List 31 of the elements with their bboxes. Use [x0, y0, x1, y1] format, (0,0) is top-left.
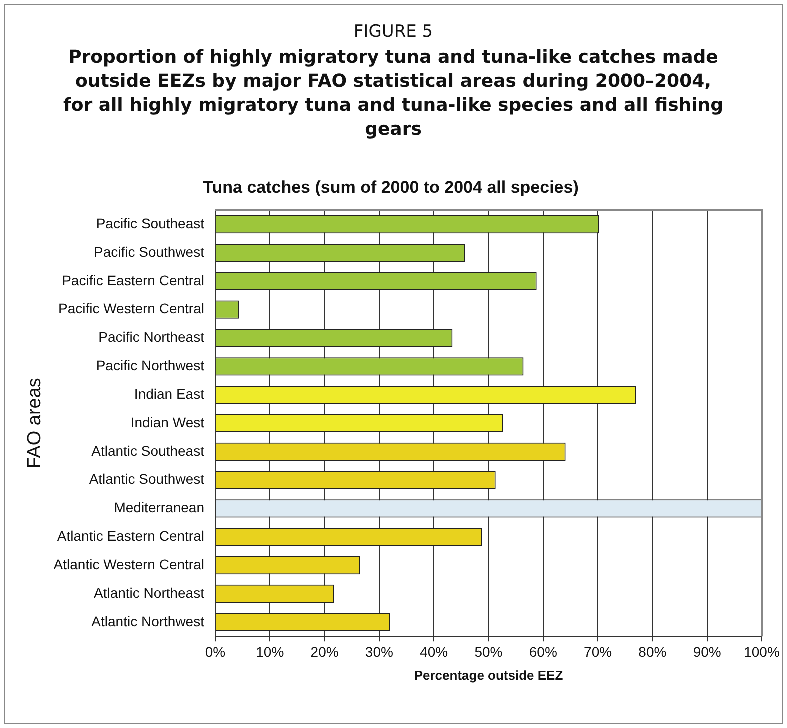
y-tick-label: Atlantic Northwest: [92, 613, 205, 630]
x-tick-label: 30%: [365, 644, 394, 660]
x-tick-label: 100%: [744, 644, 780, 660]
y-tick-label: Atlantic Western Central: [54, 556, 204, 572]
x-tick-label: 80%: [638, 644, 667, 660]
y-tick-label: Mediterranean: [114, 500, 204, 516]
y-axis-title: FAO areas: [24, 378, 46, 469]
y-tick-label: Pacific Eastern Central: [62, 272, 204, 288]
y-tick-label: Atlantic Southwest: [89, 471, 205, 488]
x-tick-label: 10%: [256, 644, 284, 660]
y-tick-label: Pacific Northwest: [96, 358, 205, 374]
y-tick-label: Indian West: [130, 414, 205, 430]
y-tick-label: Atlantic Eastern Central: [57, 528, 204, 544]
y-tick-label: Pacific Western Central: [58, 300, 204, 317]
y-tick-label: Indian East: [134, 386, 205, 402]
y-tick-label: Pacific Northeast: [98, 329, 205, 346]
x-tick-label: 50%: [474, 644, 503, 660]
x-tick-label: 20%: [310, 644, 339, 660]
x-tick-label: 70%: [584, 644, 612, 660]
x-tick-label: 0%: [205, 644, 226, 660]
y-tick-label: Pacific Southwest: [94, 244, 205, 260]
x-axis-title: Percentage outside EEZ: [414, 668, 564, 683]
y-tick-label: Pacific Southeast: [96, 215, 205, 232]
x-tick-label: 40%: [420, 644, 448, 660]
caption: FIGURE 5: [352, 22, 434, 42]
chart-title: Tuna catches (sum of 2000 to 2004 all species): [203, 178, 579, 197]
y-tick-label: Atlantic Southeast: [92, 442, 205, 459]
x-tick-label: 90%: [693, 644, 722, 660]
chart-subtitle: Proportion of highly migratory tuna and tuna-like catches made outside EEZs by major FAO statistical areas during 2000–2004, for all highly migratory tuna and tuna-like species and all fishing gears: [62, 46, 724, 142]
x-tick-label: 60%: [529, 644, 558, 660]
y-tick-label: Atlantic Northeast: [94, 584, 205, 601]
